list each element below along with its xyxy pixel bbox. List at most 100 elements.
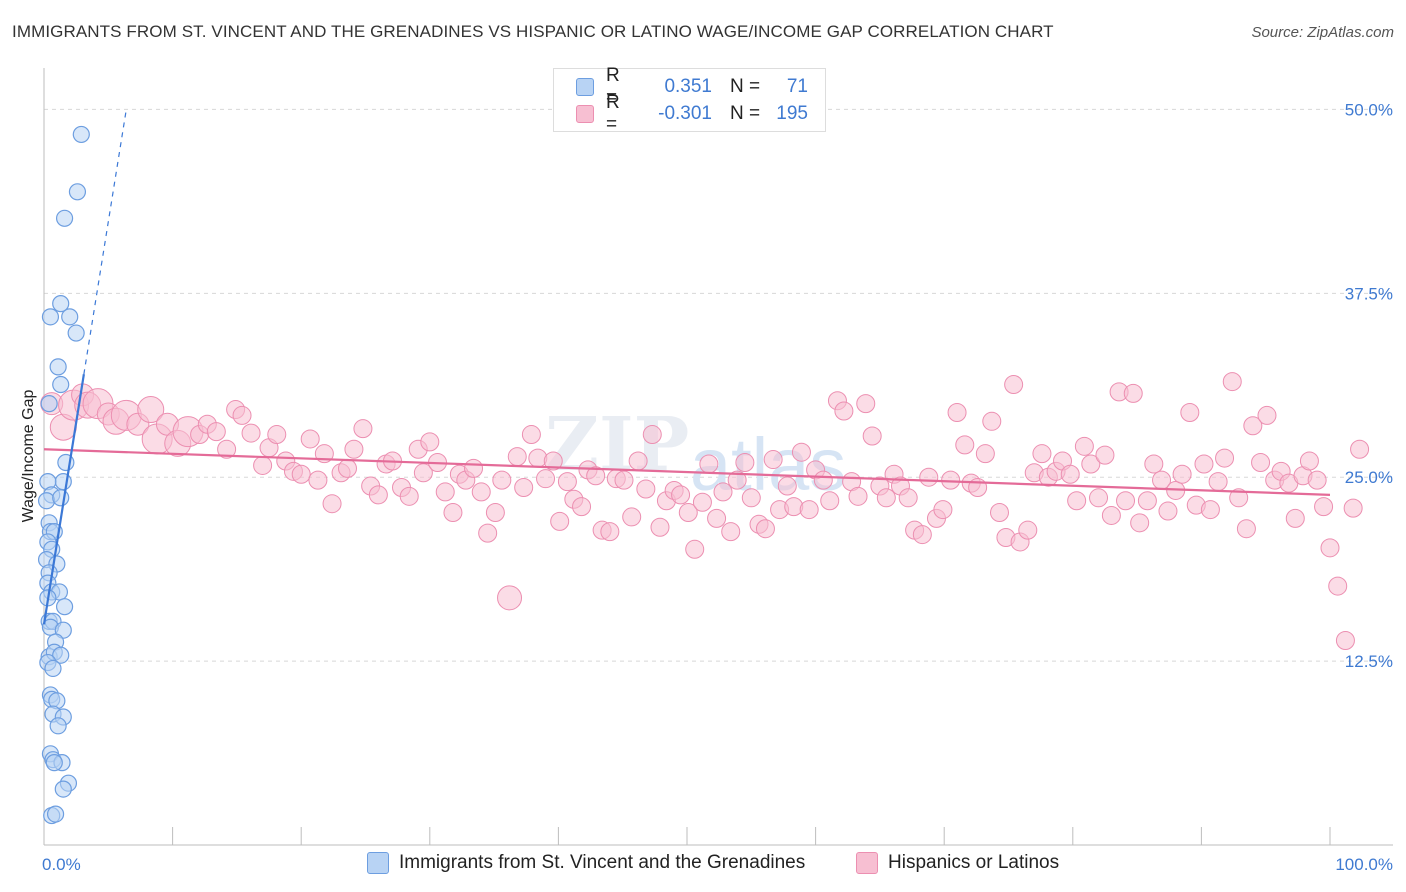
y-tick-label: 50.0% (1345, 100, 1393, 119)
immigrants-point (37, 492, 56, 510)
chart-source: Source: ZipAtlas.com (1251, 24, 1394, 41)
legend-swatch-pink (576, 105, 594, 123)
hispanics-point (1314, 497, 1334, 517)
bottom-legend-hispanics: Hispanics or Latinos (856, 852, 1059, 874)
hispanics-point (699, 454, 719, 474)
immigrants-point (40, 395, 58, 413)
hispanics-point (784, 497, 804, 517)
hispanics-point (514, 478, 534, 498)
immigrants-point (67, 324, 85, 342)
hispanics-point (478, 523, 498, 543)
immigrants-point (55, 209, 74, 227)
hispanics-point (671, 485, 691, 505)
hispanics-point (232, 405, 252, 425)
hispanics-point (206, 422, 226, 442)
hispanics-point (1194, 454, 1214, 474)
hispanics-point (1101, 505, 1121, 525)
legend-r-value: -0.301 (658, 103, 712, 124)
immigrants-point (72, 125, 90, 144)
bottom-swatch-pink (856, 852, 878, 874)
grid-lines (44, 108, 1393, 662)
chart-title: IMMIGRANTS FROM ST. VINCENT AND THE GREN… (12, 22, 1054, 41)
hispanics-point (497, 585, 523, 611)
bottom-legend-label: Immigrants from St. Vincent and the Gren… (399, 852, 806, 873)
trend-lines (42, 109, 1331, 625)
hispanics-point (1236, 519, 1256, 539)
hispanics-point (1307, 470, 1327, 490)
hispanics-point (642, 425, 662, 445)
immigrants-point (52, 489, 70, 507)
hispanics-point (241, 423, 261, 443)
hispanics-point (989, 503, 1009, 523)
immigrants-point (55, 598, 74, 616)
immigrants-point (68, 183, 87, 201)
hispanics-point (1243, 416, 1263, 436)
hispanics-point (777, 476, 797, 496)
hispanics-point (1172, 464, 1192, 484)
bottom-legend-immigrants: Immigrants from St. Vincent and the Gren… (367, 852, 805, 874)
hispanics-point (1144, 454, 1164, 474)
legend-n-label: N = (730, 103, 761, 124)
hispanics-point (1343, 498, 1363, 518)
hispanics-point (485, 503, 505, 523)
hispanics-point (420, 432, 440, 452)
immigrants-point (49, 358, 67, 376)
hispanics-point (344, 439, 364, 459)
hispanics-point (1074, 436, 1094, 456)
hispanics-point (820, 491, 840, 511)
immigrants-point (52, 375, 70, 394)
hispanics-point (1116, 491, 1136, 511)
immigrants-point (52, 646, 70, 664)
y-tick-label: 37.5% (1345, 284, 1393, 303)
immigrants-points (37, 125, 90, 825)
hispanics-point (755, 519, 775, 539)
immigrants-trend-line (42, 374, 85, 625)
hispanics-point (735, 453, 755, 472)
hispanics-point (727, 470, 747, 490)
immigrants-point (61, 308, 79, 326)
hispanics-point (1335, 631, 1355, 651)
hispanics-point (685, 539, 705, 559)
immigrants-point (45, 754, 63, 772)
hispanics-point (550, 511, 570, 531)
legend-n-value: 71 (786, 76, 808, 97)
hispanics-point (492, 470, 512, 490)
hispanics-point (856, 394, 876, 414)
immigrants-point (46, 805, 65, 823)
hispanics-point (1089, 488, 1109, 508)
legend-n-label: N = (730, 76, 761, 97)
hispanics-point (137, 396, 165, 424)
hispanics-point (435, 482, 455, 502)
hispanics-points (40, 372, 1370, 651)
hispanics-point (1222, 372, 1242, 392)
hispanics-point (1095, 445, 1115, 465)
hispanics-point (919, 467, 939, 487)
immigrants-point (52, 295, 70, 313)
hispanics-point (636, 479, 656, 499)
immigrants-point (54, 780, 72, 798)
hispanics-point (536, 469, 556, 489)
y-axis-label: Wage/Income Gap (20, 390, 37, 523)
x-tick-label: 0.0% (42, 855, 81, 874)
hispanics-point (1081, 454, 1101, 474)
hispanics-point (862, 426, 882, 446)
hispanics-point (1123, 383, 1143, 403)
immigrants-point (41, 308, 60, 326)
hispanics-point (955, 435, 975, 455)
hispanics-point (1067, 491, 1087, 511)
hispanics-point (982, 411, 1002, 431)
hispanics-point (1060, 464, 1080, 484)
hispanics-trend-line (43, 448, 1331, 496)
hispanics-point (834, 401, 854, 421)
legend-row-immigrants: R = 0.351 N = 71 (576, 65, 808, 108)
immigrants-trend-extension (83, 109, 127, 375)
y-tick-label: 25.0% (1345, 468, 1393, 487)
hispanics-point (813, 470, 833, 490)
hispanics-point (217, 439, 237, 459)
hispanics-point (1251, 453, 1271, 472)
hispanics-point (1032, 444, 1052, 464)
hispanics-point (1208, 472, 1228, 492)
hispanics-point (300, 429, 320, 449)
legend-n-value: 195 (776, 103, 808, 124)
